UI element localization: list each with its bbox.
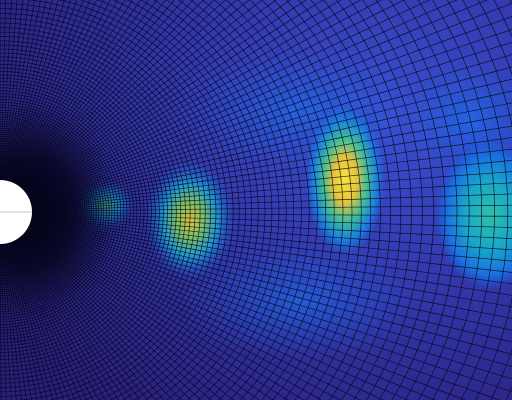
blue-region — [180, 240, 420, 360]
